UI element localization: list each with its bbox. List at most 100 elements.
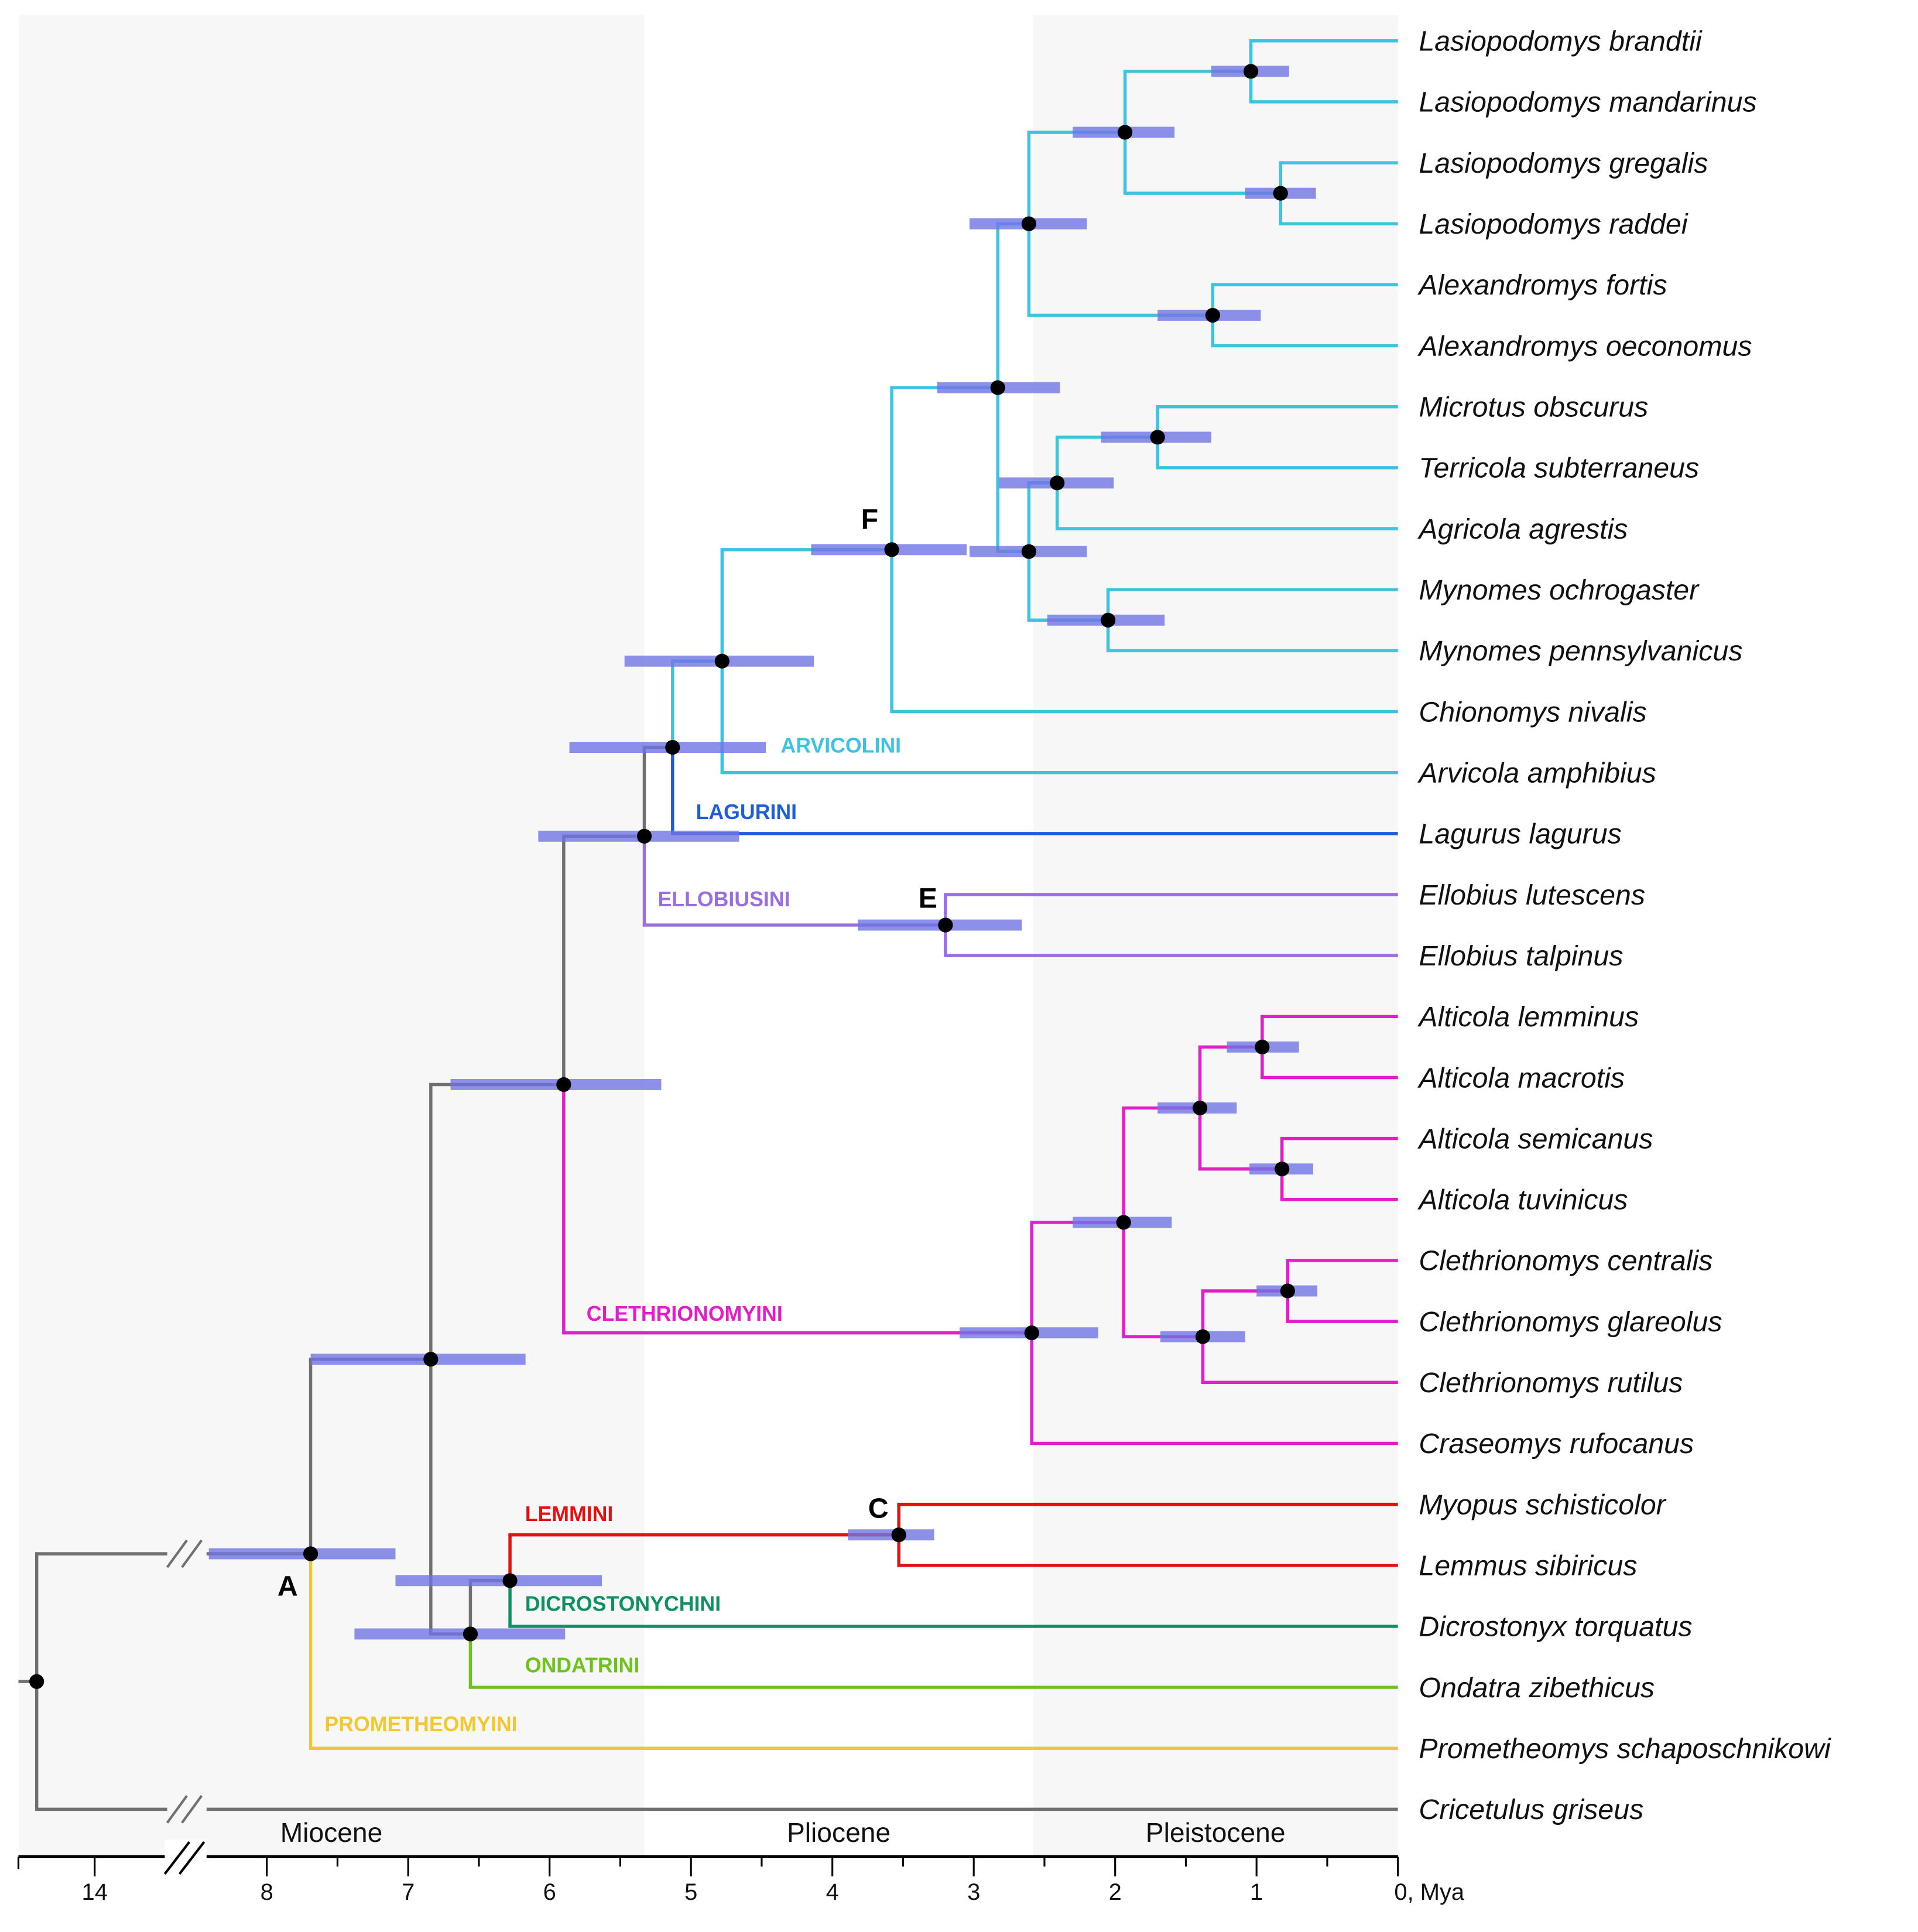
node-dot bbox=[665, 739, 680, 755]
node-dot bbox=[463, 1626, 478, 1642]
node-dot bbox=[303, 1546, 318, 1561]
axis-tick-label: 1 bbox=[1250, 1879, 1263, 1905]
node-label-E: E bbox=[919, 883, 937, 914]
tip-label: Clethrionomys rutilus bbox=[1419, 1367, 1683, 1399]
node-dot bbox=[1118, 125, 1133, 140]
node-dot bbox=[1150, 430, 1165, 445]
confidence-interval-bar bbox=[310, 1354, 526, 1365]
tip-label: Lemmus sibiricus bbox=[1419, 1550, 1637, 1582]
node-dot bbox=[938, 917, 953, 933]
confidence-interval-bar bbox=[208, 1548, 396, 1560]
axis-break-mark bbox=[166, 1539, 188, 1568]
tip-label: Chionomys nivalis bbox=[1419, 696, 1646, 728]
axis-tick-label: 7 bbox=[402, 1879, 415, 1905]
node-dot bbox=[1116, 1215, 1131, 1230]
confidence-interval-bar bbox=[395, 1575, 602, 1587]
tip-label: Lasiopodomys brandtii bbox=[1419, 26, 1703, 57]
node-dot bbox=[1275, 1162, 1290, 1177]
epoch-label: Miocene bbox=[280, 1817, 383, 1848]
axis-tick-label: 5 bbox=[684, 1879, 697, 1905]
node-dot bbox=[1193, 1100, 1208, 1116]
epoch-bands bbox=[18, 15, 1398, 1857]
node-dot bbox=[891, 1527, 906, 1543]
tip-label: Prometheomys schaposchnikowi bbox=[1419, 1733, 1831, 1765]
node-dot bbox=[556, 1077, 571, 1092]
node-dot bbox=[29, 1674, 44, 1689]
tip-label: Terricola subterraneus bbox=[1419, 453, 1699, 484]
axis-tick-label: 8 bbox=[261, 1879, 273, 1905]
axis-tick-label: 14 bbox=[82, 1879, 108, 1905]
node-dot bbox=[1050, 475, 1065, 491]
tip-label: Cricetulus griseus bbox=[1419, 1794, 1643, 1825]
confidence-interval-bar bbox=[354, 1628, 566, 1640]
axis-tick-label: 3 bbox=[967, 1879, 980, 1905]
tip-label: Lasiopodomys mandarinus bbox=[1419, 87, 1756, 118]
tip-label: Lasiopodomys gregalis bbox=[1419, 148, 1708, 179]
tribe-label-ond: ONDATRINI bbox=[525, 1653, 640, 1677]
tip-label: Ellobius talpinus bbox=[1419, 940, 1623, 972]
tip-label: Clethrionomys centralis bbox=[1419, 1245, 1712, 1277]
epoch-band-pliocene bbox=[644, 15, 1033, 1857]
axis-break-mark bbox=[163, 1841, 191, 1875]
epoch-label: Pleistocene bbox=[1146, 1817, 1286, 1848]
axis-tick-label: 0, Mya bbox=[1394, 1879, 1464, 1905]
node-label-C: C bbox=[868, 1492, 889, 1524]
tip-label: Ondatra zibethicus bbox=[1419, 1672, 1655, 1704]
tree-nodes bbox=[29, 64, 1295, 1689]
node-dot bbox=[423, 1352, 439, 1367]
tip-label: Dicrostonyx torquatus bbox=[1419, 1611, 1692, 1643]
tip-label: Alticola macrotis bbox=[1417, 1062, 1625, 1094]
axis-tick-label: 4 bbox=[826, 1879, 839, 1905]
tip-label: Alticola semicanus bbox=[1417, 1123, 1653, 1155]
tip-label: Mynomes pennsylvanicus bbox=[1419, 635, 1742, 667]
tribe-label-prom: PROMETHEOMYINI bbox=[324, 1712, 517, 1736]
tip-label: Ellobius lutescens bbox=[1419, 879, 1645, 911]
tip-label: Myopus schisticolor bbox=[1419, 1489, 1666, 1520]
tip-label: Alexandromys fortis bbox=[1417, 269, 1667, 301]
tip-label: Microtus obscurus bbox=[1419, 392, 1648, 423]
axis-break-mark bbox=[166, 1795, 188, 1824]
node-dot bbox=[636, 828, 652, 844]
tip-label: Clethrionomys glareolus bbox=[1419, 1306, 1722, 1338]
tip-label: Lagurus lagurus bbox=[1419, 818, 1621, 850]
node-dot bbox=[502, 1573, 518, 1588]
node-label-F: F bbox=[861, 503, 879, 535]
node-dot bbox=[1021, 216, 1036, 231]
node-dot bbox=[1243, 64, 1259, 79]
axis-break-mark bbox=[181, 1795, 203, 1824]
tip-label: Alexandromys oeconomus bbox=[1417, 330, 1752, 362]
node-dot bbox=[1101, 612, 1116, 628]
tip-label: Arvicola amphibius bbox=[1417, 757, 1656, 789]
tip-label: Alticola tuvinicus bbox=[1417, 1184, 1628, 1216]
node-dot bbox=[990, 380, 1005, 395]
axis-break-gap bbox=[165, 1839, 207, 1874]
axis-break-mark bbox=[178, 1841, 206, 1875]
node-dot bbox=[884, 542, 899, 557]
node-dot bbox=[1280, 1283, 1295, 1299]
tribe-label-lem: LEMMINI bbox=[525, 1502, 614, 1526]
tip-label: Lasiopodomys raddei bbox=[1419, 208, 1688, 240]
node-dot bbox=[1195, 1329, 1211, 1344]
time-axis: Miocene Pliocene Pleistocene 14 8 7 6 5 4 3 2 1 0, M… bbox=[17, 1817, 1465, 1905]
confidence-interval-bar bbox=[848, 1529, 934, 1541]
epoch-band-pleistocene bbox=[1033, 15, 1398, 1857]
node-dot bbox=[1021, 544, 1036, 559]
axis-tick-label: 2 bbox=[1109, 1879, 1122, 1905]
node-label-A: A bbox=[278, 1570, 298, 1602]
tribe-label-cleth: CLETHRIONOMYINI bbox=[587, 1302, 783, 1325]
tip-label: Alticola lemminus bbox=[1417, 1001, 1639, 1033]
node-dot bbox=[1273, 186, 1288, 201]
axis-tick-label: 6 bbox=[543, 1879, 556, 1905]
tip-label: Craseomys rufocanus bbox=[1419, 1428, 1694, 1460]
node-dot bbox=[1024, 1325, 1039, 1341]
epoch-label: Pliocene bbox=[787, 1817, 890, 1848]
node-dot bbox=[1255, 1039, 1270, 1054]
tribe-label-dic: DICROSTONYCHINI bbox=[525, 1592, 721, 1615]
tribe-label-ell: ELLOBIUSINI bbox=[658, 888, 790, 911]
tree-labels: Lasiopodomys brandtii Lasiopodomys mandar… bbox=[278, 26, 1831, 1826]
axis-break-mark bbox=[181, 1539, 203, 1568]
tribe-label-arv: ARVICOLINI bbox=[781, 734, 902, 758]
confidence-interval-bar bbox=[450, 1079, 662, 1090]
tribe-label-lag: LAGURINI bbox=[696, 800, 797, 824]
